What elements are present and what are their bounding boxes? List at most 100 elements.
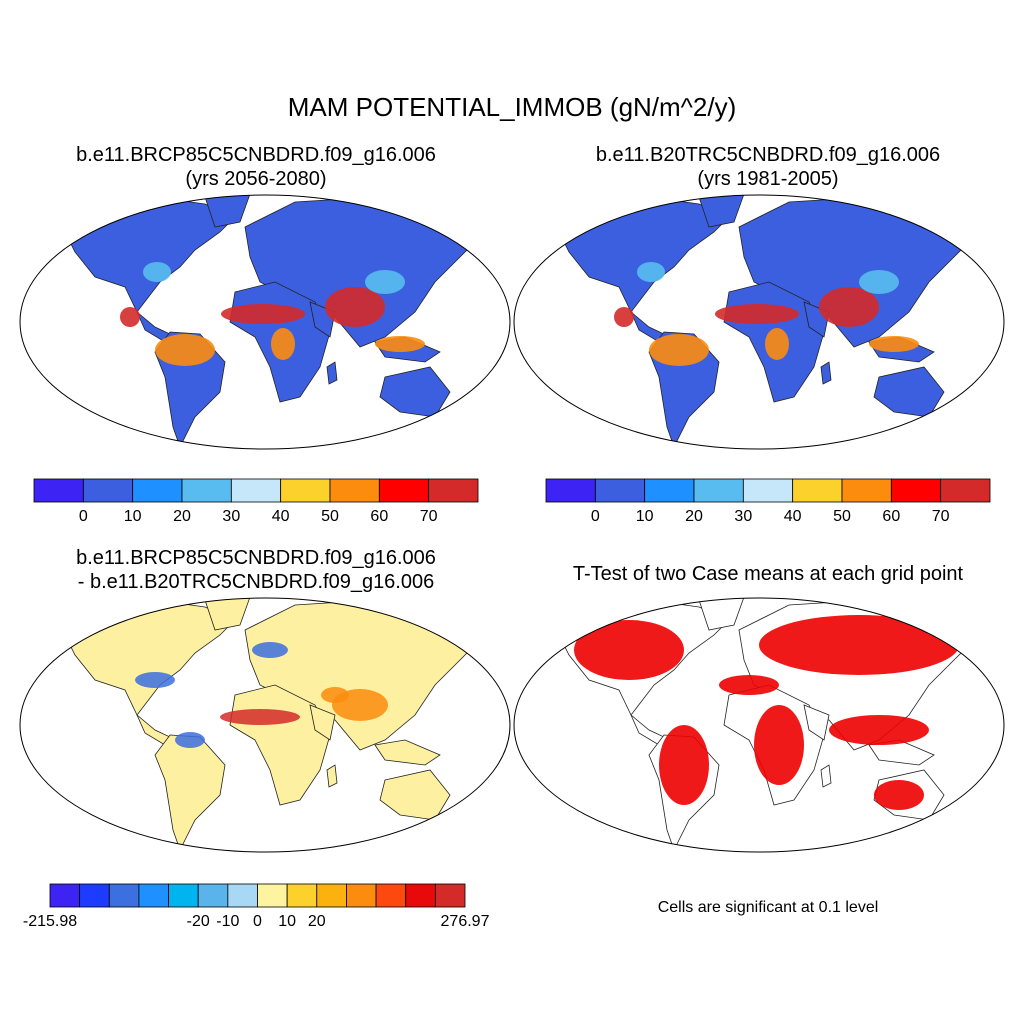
change-spot [220,709,300,725]
colorbar-bottom-swatch [168,883,199,908]
colorbar-bottom-tick-label: 276.97 [441,913,490,930]
panel-title-historical-years: (yrs 1981-2005) [697,168,839,190]
hotspot-historical [869,336,919,352]
hotspot-future [155,334,215,366]
colorbar-top-left-tick-label: 20 [173,508,191,525]
change-spot [175,732,205,748]
colorbar-top-left-swatch [329,478,380,503]
map-ttest [514,598,1004,852]
colorbar-top-right: 0 10 20 30 40 50 60 70 [545,478,991,525]
panel-title-ttest-text: T-Test of two Case means at each grid po… [572,563,964,585]
hotspot-future [221,304,305,324]
colorbar-bottom-swatch [138,883,169,908]
significant-cells [874,780,924,810]
significant-cells [659,725,709,805]
colorbar-bottom-swatch [197,883,229,908]
significant-cells [574,620,684,680]
panel-title-difference-case-a: b.e11.BRCP85C5CNBDRD.f09_g16.006 [76,547,436,569]
panel-title-future-case: b.e11.BRCP85C5CNBDRD.f09_g16.006 [76,144,436,166]
colorbar-bottom-swatch [227,883,258,908]
change-spot [252,642,288,658]
colorbar-top-right-swatch [742,478,794,503]
colorbar-top-right-tick-label: 50 [833,508,851,525]
colorbar-top-left-tick-label: 30 [222,508,240,525]
panel-title-ttest: T-Test of two Case means at each grid po… [512,562,1024,586]
colorbar-top-left-tick-label: 10 [124,508,142,525]
panel-title-historical-case: b.e11.B20TRC5CNBDRD.f09_g16.006 [595,144,941,166]
colorbar-bottom-swatch [108,883,140,908]
hotspot-future [365,270,405,294]
hotspot-historical [819,287,879,327]
map-border-historical [513,194,1005,450]
colorbar-top-right-swatch [841,478,892,503]
change-spot [321,687,349,703]
map-future [20,195,510,449]
significant-cells [829,715,929,745]
hotspot-future [325,287,385,327]
hotspot-historical [614,307,634,327]
colorbar-top-right-swatch [940,478,991,503]
colorbar-bottom-swatch [375,883,407,908]
hotspot-historical [649,334,709,366]
colorbar-bottom-tick-label: -20 [187,913,210,930]
colorbar-top-right-swatch [693,478,744,503]
panel-title-future: b.e11.BRCP85C5CNBDRD.f09_g16.006 (yrs 20… [0,143,512,191]
map-border-ttest [513,597,1005,853]
colorbar-bottom-swatch [286,883,318,908]
hotspot-future [375,336,425,352]
colorbar-top-left-swatch [280,478,331,503]
colorbar-top-left-swatch [428,478,479,503]
colorbar-bottom-swatch [257,883,288,908]
colorbar-top-right-swatch [890,478,942,503]
colorbar-top-left: 0 10 20 30 40 50 60 70 [33,478,479,525]
hotspot-historical [859,270,899,294]
colorbar-top-right-tick-label: 10 [636,508,654,525]
map-border-future [19,194,511,450]
hotspot-future [271,328,295,360]
map-historical [514,195,1004,449]
colorbar-top-right-swatch [792,478,843,503]
colorbar-bottom-swatch [346,883,377,908]
colorbar-top-right-tick-label: 20 [685,508,703,525]
colorbar-top-right-tick-label: 40 [784,508,802,525]
hotspot-historical [765,328,789,360]
map-border-difference [19,597,511,853]
colorbar-bottom-swatch [405,883,436,908]
colorbar-bottom-tick-label: -215.98 [23,913,77,930]
significant-cells [759,615,959,675]
hotspot-future [120,307,140,327]
colorbar-bottom-tick-label: 10 [278,913,296,930]
significance-note: Cells are significant at 0.1 level [657,899,879,916]
colorbar-bottom: -215.98 -20 -10 0 10 20 276.97 [23,883,490,930]
colorbar-bottom-swatch [79,883,110,908]
colorbar-top-left-swatch [378,478,430,503]
hotspot-future [143,262,171,282]
colorbar-bottom-swatch [434,883,466,908]
colorbar-bottom-tick-label: -10 [216,913,239,930]
colorbar-top-left-tick-label: 70 [420,508,438,525]
colorbar-bottom-tick-label: 0 [253,913,262,930]
colorbar-top-right-tick-label: 70 [932,508,950,525]
colorbar-top-left-swatch [82,478,134,503]
map-difference [20,598,510,852]
hotspot-historical [637,262,665,282]
panel-title-future-years: (yrs 2056-2080) [185,168,327,190]
colorbar-bottom-swatch [49,883,81,908]
panel-title-historical: b.e11.B20TRC5CNBDRD.f09_g16.006 (yrs 198… [512,143,1024,191]
colorbar-top-right-tick-label: 30 [734,508,752,525]
colorbar-top-right-swatch [545,478,596,503]
colorbar-top-right-tick-label: 0 [591,508,600,525]
colorbar-top-left-tick-label: 40 [272,508,290,525]
colorbar-top-left-tick-label: 50 [321,508,339,525]
change-spot [135,672,175,688]
colorbar-bottom-swatch [316,883,347,908]
colorbar-top-left-swatch [33,478,84,503]
significant-cells [754,705,804,785]
significant-cells [719,675,779,695]
colorbar-top-left-swatch [230,478,282,503]
colorbar-top-left-swatch [132,478,183,503]
figure-title: MAM POTENTIAL_IMMOB (gN/m^2/y) [287,92,737,122]
colorbar-top-right-swatch [644,478,695,503]
colorbar-top-right-tick-label: 60 [882,508,900,525]
